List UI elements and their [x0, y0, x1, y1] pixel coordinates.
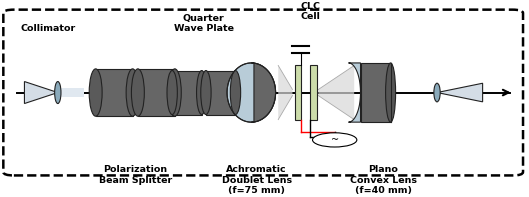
Bar: [361, 63, 390, 122]
Bar: [138, 69, 175, 116]
Text: CLC
Cell: CLC Cell: [301, 2, 321, 21]
Polygon shape: [24, 82, 58, 104]
Ellipse shape: [434, 83, 440, 102]
Polygon shape: [278, 65, 293, 120]
Ellipse shape: [230, 71, 241, 114]
Bar: [311, 65, 317, 120]
Ellipse shape: [197, 71, 207, 114]
Ellipse shape: [89, 69, 102, 116]
Text: Quarter
Wave Plate: Quarter Wave Plate: [174, 14, 234, 33]
Circle shape: [313, 133, 357, 147]
Text: Collimator: Collimator: [21, 24, 76, 33]
Text: Polarization
Beam Splitter: Polarization Beam Splitter: [98, 165, 172, 185]
Text: ~: ~: [331, 135, 339, 145]
Ellipse shape: [131, 69, 144, 116]
Polygon shape: [349, 63, 361, 122]
Bar: [172, 71, 202, 114]
Bar: [58, 88, 84, 97]
Polygon shape: [227, 63, 276, 122]
Polygon shape: [251, 63, 276, 122]
Text: Achromatic
Doublet Lens
(f=75 mm): Achromatic Doublet Lens (f=75 mm): [222, 165, 291, 195]
Ellipse shape: [201, 71, 211, 114]
Bar: [295, 65, 301, 120]
Ellipse shape: [386, 63, 396, 122]
Bar: [96, 69, 133, 116]
Text: Plano
Convex Lens
(f=40 mm): Plano Convex Lens (f=40 mm): [350, 165, 417, 195]
Bar: [206, 71, 235, 114]
FancyBboxPatch shape: [3, 10, 523, 176]
Polygon shape: [318, 65, 354, 120]
Ellipse shape: [168, 69, 181, 116]
Ellipse shape: [54, 82, 61, 104]
Polygon shape: [437, 83, 482, 102]
Ellipse shape: [126, 69, 139, 116]
Ellipse shape: [167, 71, 177, 114]
